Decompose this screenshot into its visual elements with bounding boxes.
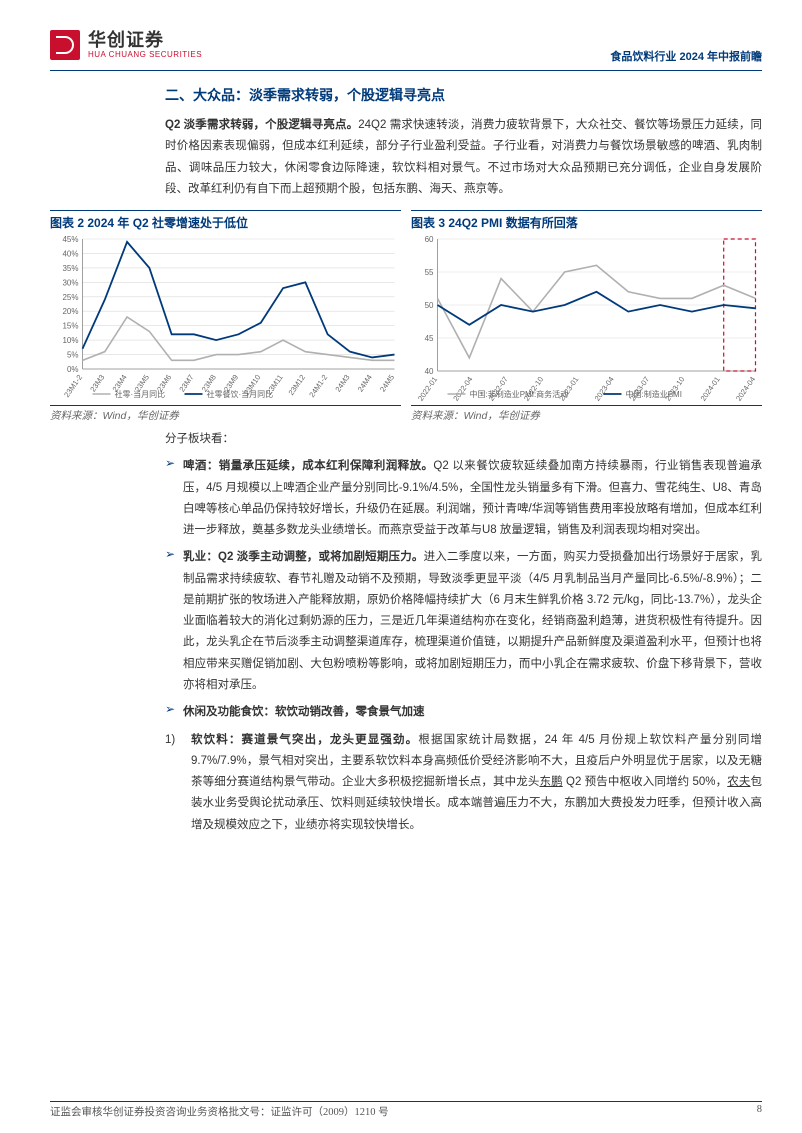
bullet-title: 啤酒：销量承压延续，成本红利保障利润释放。 [183, 460, 433, 472]
svg-text:35%: 35% [62, 264, 78, 273]
svg-text:45%: 45% [62, 235, 78, 244]
svg-text:0%: 0% [67, 365, 79, 374]
bullet-text: 乳业：Q2 淡季主动调整，或将加剧短期压力。进入二季度以来，一方面，购买力受损叠… [183, 547, 762, 696]
num-marker: 1) [165, 730, 175, 751]
svg-text:40: 40 [425, 367, 434, 376]
svg-text:24M3: 24M3 [333, 373, 351, 394]
logo-mark-icon [50, 30, 80, 60]
numbered-title: 软饮料：赛道景气突出，龙头更显强劲。 [191, 734, 418, 746]
document-title: 食品饮料行业 2024 年中报前瞻 [610, 48, 762, 64]
chart-3-source: 资料来源：Wind，华创证券 [411, 405, 762, 423]
bullet-body: 进入二季度以来，一方面，购买力受损叠加出行场景好于居家，乳制品需求持续疲软、春节… [183, 551, 762, 691]
chart-2-source: 资料来源：Wind，华创证券 [50, 405, 401, 423]
svg-text:5%: 5% [67, 351, 79, 360]
chart-3-title: 图表 3 24Q2 PMI 数据有所回落 [411, 210, 762, 231]
footer-license: 证监会审核华创证券投资咨询业务资格批文号：证监许可（2009）1210 号 [50, 1104, 389, 1119]
bullet-item: 乳业：Q2 淡季主动调整，或将加剧短期压力。进入二季度以来，一方面，购买力受损叠… [165, 547, 762, 696]
underline-ref: 东鹏 [539, 776, 562, 788]
section-2-paragraph: Q2 淡季需求转弱，个股逻辑寻亮点。24Q2 需求快速转淡，消费力疲软背景下，大… [165, 115, 762, 200]
chart-2-block: 图表 2 2024 年 Q2 社零增速处于低位 0% 5% 10% 15% 20% 25%… [50, 210, 401, 423]
svg-text:社零餐饮·当月同比: 社零餐饮·当月同比 [207, 389, 274, 399]
svg-text:10%: 10% [62, 336, 78, 345]
svg-text:40%: 40% [62, 250, 78, 259]
bullet-title: 休闲及功能食饮：软饮动销改善，零食景气加速 [183, 706, 425, 718]
svg-text:23M7: 23M7 [177, 373, 195, 394]
svg-text:中国:非制造业PMI:商务活动: 中国:非制造业PMI:商务活动 [470, 389, 569, 399]
svg-text:50: 50 [425, 301, 434, 310]
numbered-item: 1) 软饮料：赛道景气突出，龙头更显强劲。根据国家统计局数据，24 年 4/5 月… [165, 730, 762, 836]
svg-text:24M4: 24M4 [356, 373, 374, 394]
bullet-text: 啤酒：销量承压延续，成本红利保障利润释放。Q2 以来餐饮疲软延续叠加南方持续暴雨… [183, 456, 762, 541]
bullet-item: 休闲及功能食饮：软饮动销改善，零食景气加速 [165, 702, 762, 723]
section-2-lead: Q2 淡季需求转弱，个股逻辑寻亮点。 [165, 119, 358, 131]
logo-text-en: HUA CHUANG SECURITIES [88, 51, 202, 60]
bullet-text: 休闲及功能食饮：软饮动销改善，零食景气加速 [183, 702, 762, 723]
section-2-title: 二、大众品：淡季需求转弱，个股逻辑寻亮点 [165, 85, 762, 105]
svg-text:2023-04: 2023-04 [593, 375, 616, 403]
svg-text:30%: 30% [62, 278, 78, 287]
svg-text:2022-01: 2022-01 [416, 375, 439, 403]
chart-3-block: 图表 3 24Q2 PMI 数据有所回落 40 45 50 55 60 2022-01 20… [411, 210, 762, 423]
underline-ref: 农夫 [727, 776, 750, 788]
page-footer: 证监会审核华创证券投资咨询业务资格批文号：证监许可（2009）1210 号 8 [50, 1101, 762, 1119]
chart-2-svg: 0% 5% 10% 15% 20% 25% 30% 35% 40% 45% 23M1-223M3 23… [50, 233, 401, 403]
chart-3-svg: 40455055602022-012022-042022-072022-1020… [411, 233, 762, 403]
numbered-body-2: Q2 预告中枢收入同增约 50%， [563, 776, 728, 788]
svg-text:23M12: 23M12 [286, 373, 307, 397]
svg-text:24M5: 24M5 [378, 373, 396, 394]
svg-text:25%: 25% [62, 293, 78, 302]
page-header: 华创证券 HUA CHUANG SECURITIES 食品饮料行业 2024 年… [50, 30, 762, 71]
chart-2-title: 图表 2 2024 年 Q2 社零增速处于低位 [50, 210, 401, 231]
sub-heading: 分子板块看： [165, 429, 762, 450]
svg-text:15%: 15% [62, 322, 78, 331]
svg-text:中国:制造业PMI: 中国:制造业PMI [626, 389, 682, 399]
bullet-title: 乳业：Q2 淡季主动调整，或将加剧短期压力。 [183, 551, 424, 563]
svg-text:23M3: 23M3 [88, 373, 106, 394]
svg-text:23M1-2: 23M1-2 [62, 373, 84, 399]
svg-text:社零·当月同比: 社零·当月同比 [115, 389, 166, 399]
svg-text:2024-04: 2024-04 [734, 375, 757, 403]
svg-text:55: 55 [425, 268, 434, 277]
svg-text:45: 45 [425, 334, 434, 343]
svg-text:2024-01: 2024-01 [699, 375, 722, 403]
logo-text-cn: 华创证券 [88, 31, 202, 51]
numbered-text: 软饮料：赛道景气突出，龙头更显强劲。根据国家统计局数据，24 年 4/5 月份规… [191, 730, 762, 836]
svg-text:60: 60 [425, 235, 434, 244]
svg-text:20%: 20% [62, 307, 78, 316]
logo: 华创证券 HUA CHUANG SECURITIES [50, 30, 202, 60]
bullet-item: 啤酒：销量承压延续，成本红利保障利润释放。Q2 以来餐饮疲软延续叠加南方持续暴雨… [165, 456, 762, 541]
footer-page-number: 8 [757, 1104, 762, 1119]
svg-text:24M1-2: 24M1-2 [307, 373, 329, 399]
